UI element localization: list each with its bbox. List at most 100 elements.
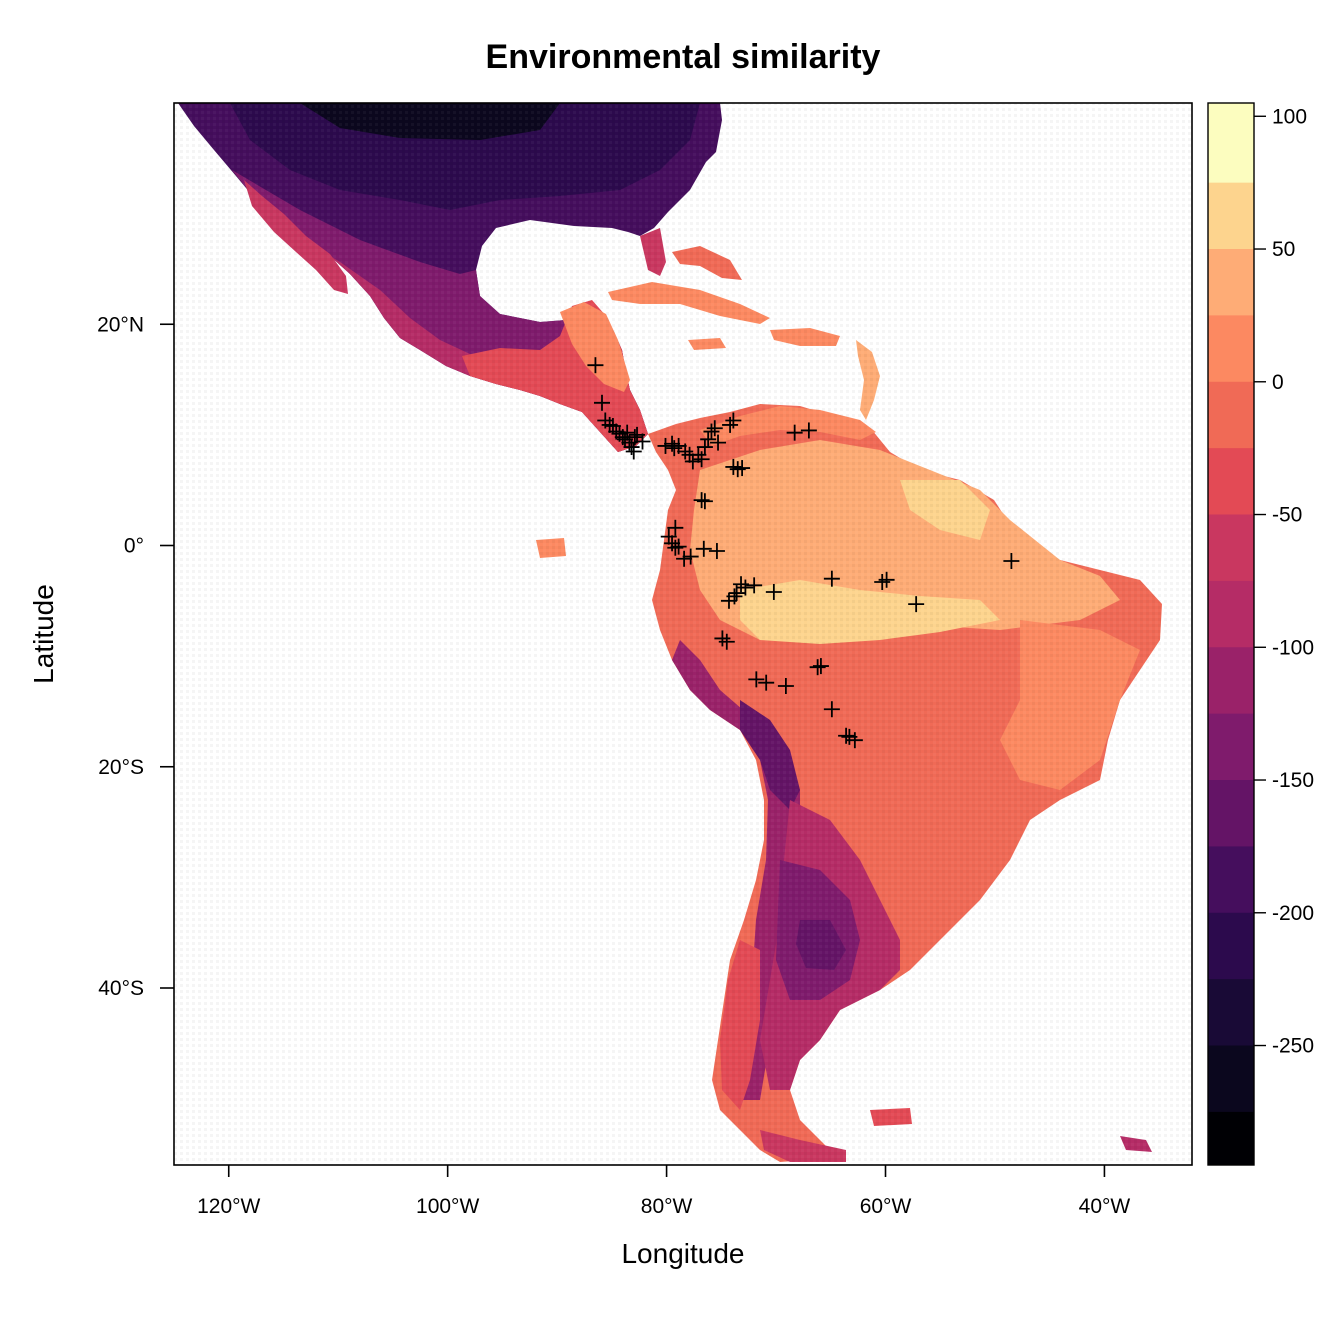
legend-swatch xyxy=(1208,182,1254,250)
occurrence-point xyxy=(601,416,618,433)
occurrence-point xyxy=(616,431,633,448)
occurrence-point xyxy=(777,677,794,694)
x-tick-label: 40°W xyxy=(1079,1195,1131,1218)
occurrence-point xyxy=(823,701,840,718)
occurrence-point xyxy=(737,579,754,596)
occurrence-point xyxy=(722,416,739,433)
occurrence-point xyxy=(728,585,745,602)
legend-label: 100 xyxy=(1272,105,1307,128)
legend-swatch xyxy=(1208,1111,1254,1166)
legend-swatch xyxy=(1208,514,1254,582)
color-legend: 100 50 0 -50 -100 -150 -200 -250 xyxy=(1207,102,1314,1166)
occurrence-point xyxy=(846,732,863,749)
occurrence-point xyxy=(706,420,723,437)
legend-swatch xyxy=(1208,315,1254,383)
occurrence-point xyxy=(720,592,737,609)
occurrence-point xyxy=(718,633,735,650)
legend-swatch xyxy=(1208,780,1254,847)
page-title: Environmental similarity xyxy=(485,38,881,76)
occurrence-point xyxy=(625,443,642,460)
occurrence-point xyxy=(878,571,895,588)
occurrence-point xyxy=(714,630,731,647)
occurrence-point xyxy=(710,434,727,451)
legend-swatch xyxy=(1208,448,1254,516)
occurrence-point xyxy=(874,574,891,591)
x-tick-label: 80°W xyxy=(641,1195,693,1218)
occurrence-point xyxy=(666,440,683,457)
occurrence-point xyxy=(758,674,775,691)
legend-swatch xyxy=(1208,912,1254,980)
occurrence-point xyxy=(664,535,681,552)
y-tick-label: 20°S xyxy=(98,756,144,779)
plot-frame xyxy=(173,102,1193,1166)
x-axis-label: Longitude xyxy=(621,1238,745,1269)
occurrence-point xyxy=(693,451,710,468)
legend-swatch xyxy=(1208,103,1254,184)
legend-label: -50 xyxy=(1272,504,1302,527)
legend-swatch xyxy=(1208,846,1254,914)
occurrence-point xyxy=(664,435,681,452)
occurrence-point xyxy=(725,458,742,475)
occurrence-point xyxy=(676,550,693,567)
occurrence-point xyxy=(1003,552,1020,569)
y-tick-label: 20°N xyxy=(97,313,144,336)
y-axis-ticks: 20°N 0° 20°S 40°S xyxy=(97,313,174,1000)
occurrence-point xyxy=(809,659,826,676)
occurrence-point xyxy=(812,658,829,675)
legend-swatch xyxy=(1208,1045,1254,1113)
legend-label: 50 xyxy=(1272,238,1295,261)
legend-swatch xyxy=(1208,647,1254,715)
x-tick-label: 60°W xyxy=(860,1195,912,1218)
legend-swatch xyxy=(1208,580,1254,648)
occurrence-point xyxy=(729,461,746,478)
occurrence-point xyxy=(700,431,717,448)
occurrence-point xyxy=(748,671,765,688)
occurrence-point xyxy=(765,583,782,600)
occurrence-point xyxy=(695,540,712,557)
occurrence-point xyxy=(667,519,684,536)
occurrence-point xyxy=(626,429,643,446)
occurrence-point xyxy=(693,492,710,509)
occurrence-point xyxy=(690,446,707,463)
occurrence-point xyxy=(746,577,763,594)
legend-swatch xyxy=(1208,713,1254,781)
occurrence-point xyxy=(786,424,803,441)
occurrence-point xyxy=(708,543,725,560)
occurrence-point xyxy=(823,570,840,587)
occurrence-point xyxy=(619,424,636,441)
legend-swatch xyxy=(1208,381,1254,449)
legend-label: 0 xyxy=(1272,371,1284,394)
occurrence-point xyxy=(623,439,640,456)
occurrence-point xyxy=(587,357,604,374)
legend-swatch xyxy=(1208,249,1254,316)
occurrence-point xyxy=(725,412,742,429)
x-axis-ticks: 120°W 100°W 80°W 60°W 40°W xyxy=(197,1165,1130,1218)
occurrence-point xyxy=(634,433,651,450)
occurrence-point xyxy=(734,460,751,477)
occurrence-point xyxy=(696,493,713,510)
occurrence-points xyxy=(587,357,1020,749)
similarity-raster xyxy=(174,103,1192,1165)
occurrence-point xyxy=(733,576,750,593)
occurrence-point xyxy=(703,423,720,440)
y-tick-label: 0° xyxy=(124,535,144,558)
occurrence-point xyxy=(677,443,694,460)
legend-swatch xyxy=(1208,979,1254,1047)
x-tick-label: 100°W xyxy=(416,1195,479,1218)
occurrence-point xyxy=(800,422,817,439)
occurrence-point xyxy=(838,727,855,744)
legend-label: -250 xyxy=(1272,1035,1314,1058)
occurrence-point xyxy=(660,528,677,545)
occurrence-point xyxy=(667,539,684,556)
occurrence-point xyxy=(908,596,925,613)
legend-label: -150 xyxy=(1272,769,1314,792)
occurrence-point xyxy=(696,439,713,456)
occurrence-point xyxy=(670,538,687,555)
x-tick-label: 120°W xyxy=(197,1195,260,1218)
occurrence-point xyxy=(682,548,699,565)
occurrence-point xyxy=(593,394,610,411)
legend-label: -200 xyxy=(1272,902,1314,925)
legend-label: -100 xyxy=(1272,636,1314,659)
y-tick-label: 40°S xyxy=(98,977,144,1000)
